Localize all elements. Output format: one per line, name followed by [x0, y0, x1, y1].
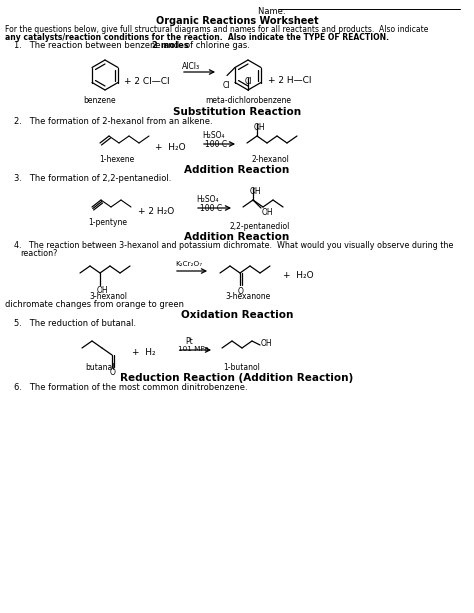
- Text: Substitution Reaction: Substitution Reaction: [173, 107, 301, 117]
- Text: 4.   The reaction between 3-hexanol and potassium dichromate.  What would you vi: 4. The reaction between 3-hexanol and po…: [14, 241, 453, 250]
- Text: + 2 Cl—Cl: + 2 Cl—Cl: [124, 77, 170, 86]
- Text: +  H₂O: + H₂O: [283, 271, 314, 280]
- Text: 3-hexanol: 3-hexanol: [89, 292, 127, 301]
- Text: + 2 H—Cl: + 2 H—Cl: [268, 76, 311, 85]
- Text: H₂SO₄: H₂SO₄: [202, 131, 225, 140]
- Text: 1.   The reaction between benzene and: 1. The reaction between benzene and: [14, 41, 182, 50]
- Text: meta-dichlorobenzene: meta-dichlorobenzene: [205, 96, 291, 105]
- Text: 100 C: 100 C: [205, 140, 227, 149]
- Text: Oxidation Reaction: Oxidation Reaction: [181, 310, 293, 320]
- Text: any catalysts/reaction conditions for the reaction.  Also indicate the TYPE OF R: any catalysts/reaction conditions for th…: [5, 33, 389, 42]
- Text: of chlorine gas.: of chlorine gas.: [185, 41, 250, 50]
- Text: OH: OH: [97, 286, 109, 295]
- Text: Reduction Reaction (Addition Reaction): Reduction Reaction (Addition Reaction): [120, 373, 354, 383]
- Text: For the questions below, give full structural diagrams and names for all reactan: For the questions below, give full struc…: [5, 25, 428, 34]
- Text: H₂SO₄: H₂SO₄: [196, 195, 219, 204]
- Text: 1-butanol: 1-butanol: [224, 363, 260, 372]
- Text: 2-hexanol: 2-hexanol: [251, 155, 289, 164]
- Text: 1-hexene: 1-hexene: [100, 155, 135, 164]
- Text: O: O: [238, 287, 244, 296]
- Text: 2,2-pentanediol: 2,2-pentanediol: [230, 222, 290, 231]
- Text: +  H₂: + H₂: [132, 348, 155, 357]
- Text: Cl: Cl: [222, 82, 230, 91]
- Text: Organic Reactions Worksheet: Organic Reactions Worksheet: [155, 16, 319, 26]
- Text: Cl: Cl: [244, 77, 252, 86]
- Text: 1-pentyne: 1-pentyne: [89, 218, 128, 227]
- Text: 3.   The formation of 2,2-pentanediol.: 3. The formation of 2,2-pentanediol.: [14, 174, 172, 183]
- Text: Name:: Name:: [258, 7, 288, 16]
- Text: + 2 H₂O: + 2 H₂O: [138, 207, 174, 216]
- Text: K₂Cr₂O₇: K₂Cr₂O₇: [175, 261, 202, 267]
- Text: butanal: butanal: [85, 363, 115, 372]
- Text: benzene: benzene: [84, 96, 116, 105]
- Text: 101 MPa: 101 MPa: [178, 346, 209, 352]
- Text: +  H₂O: + H₂O: [155, 143, 186, 152]
- Text: 2.   The formation of 2-hexanol from an alkene.: 2. The formation of 2-hexanol from an al…: [14, 117, 213, 126]
- Text: OH: OH: [254, 123, 265, 132]
- Text: 5.   The reduction of butanal.: 5. The reduction of butanal.: [14, 319, 136, 328]
- Text: 3-hexanone: 3-hexanone: [225, 292, 271, 301]
- Text: 100 C: 100 C: [200, 204, 222, 213]
- Text: OH: OH: [250, 187, 262, 196]
- Text: O: O: [110, 368, 116, 377]
- Text: AlCl₃: AlCl₃: [182, 62, 200, 71]
- Text: 6.   The formation of the most common dinitrobenzene.: 6. The formation of the most common dini…: [14, 383, 247, 392]
- Text: OH: OH: [261, 340, 273, 349]
- Text: Pt: Pt: [185, 337, 193, 346]
- Text: dichromate changes from orange to green: dichromate changes from orange to green: [5, 300, 184, 309]
- Text: Addition Reaction: Addition Reaction: [184, 232, 290, 242]
- Text: reaction?: reaction?: [20, 249, 57, 258]
- Text: 2 moles: 2 moles: [152, 41, 189, 50]
- Text: OH: OH: [262, 208, 273, 217]
- Text: Addition Reaction: Addition Reaction: [184, 165, 290, 175]
